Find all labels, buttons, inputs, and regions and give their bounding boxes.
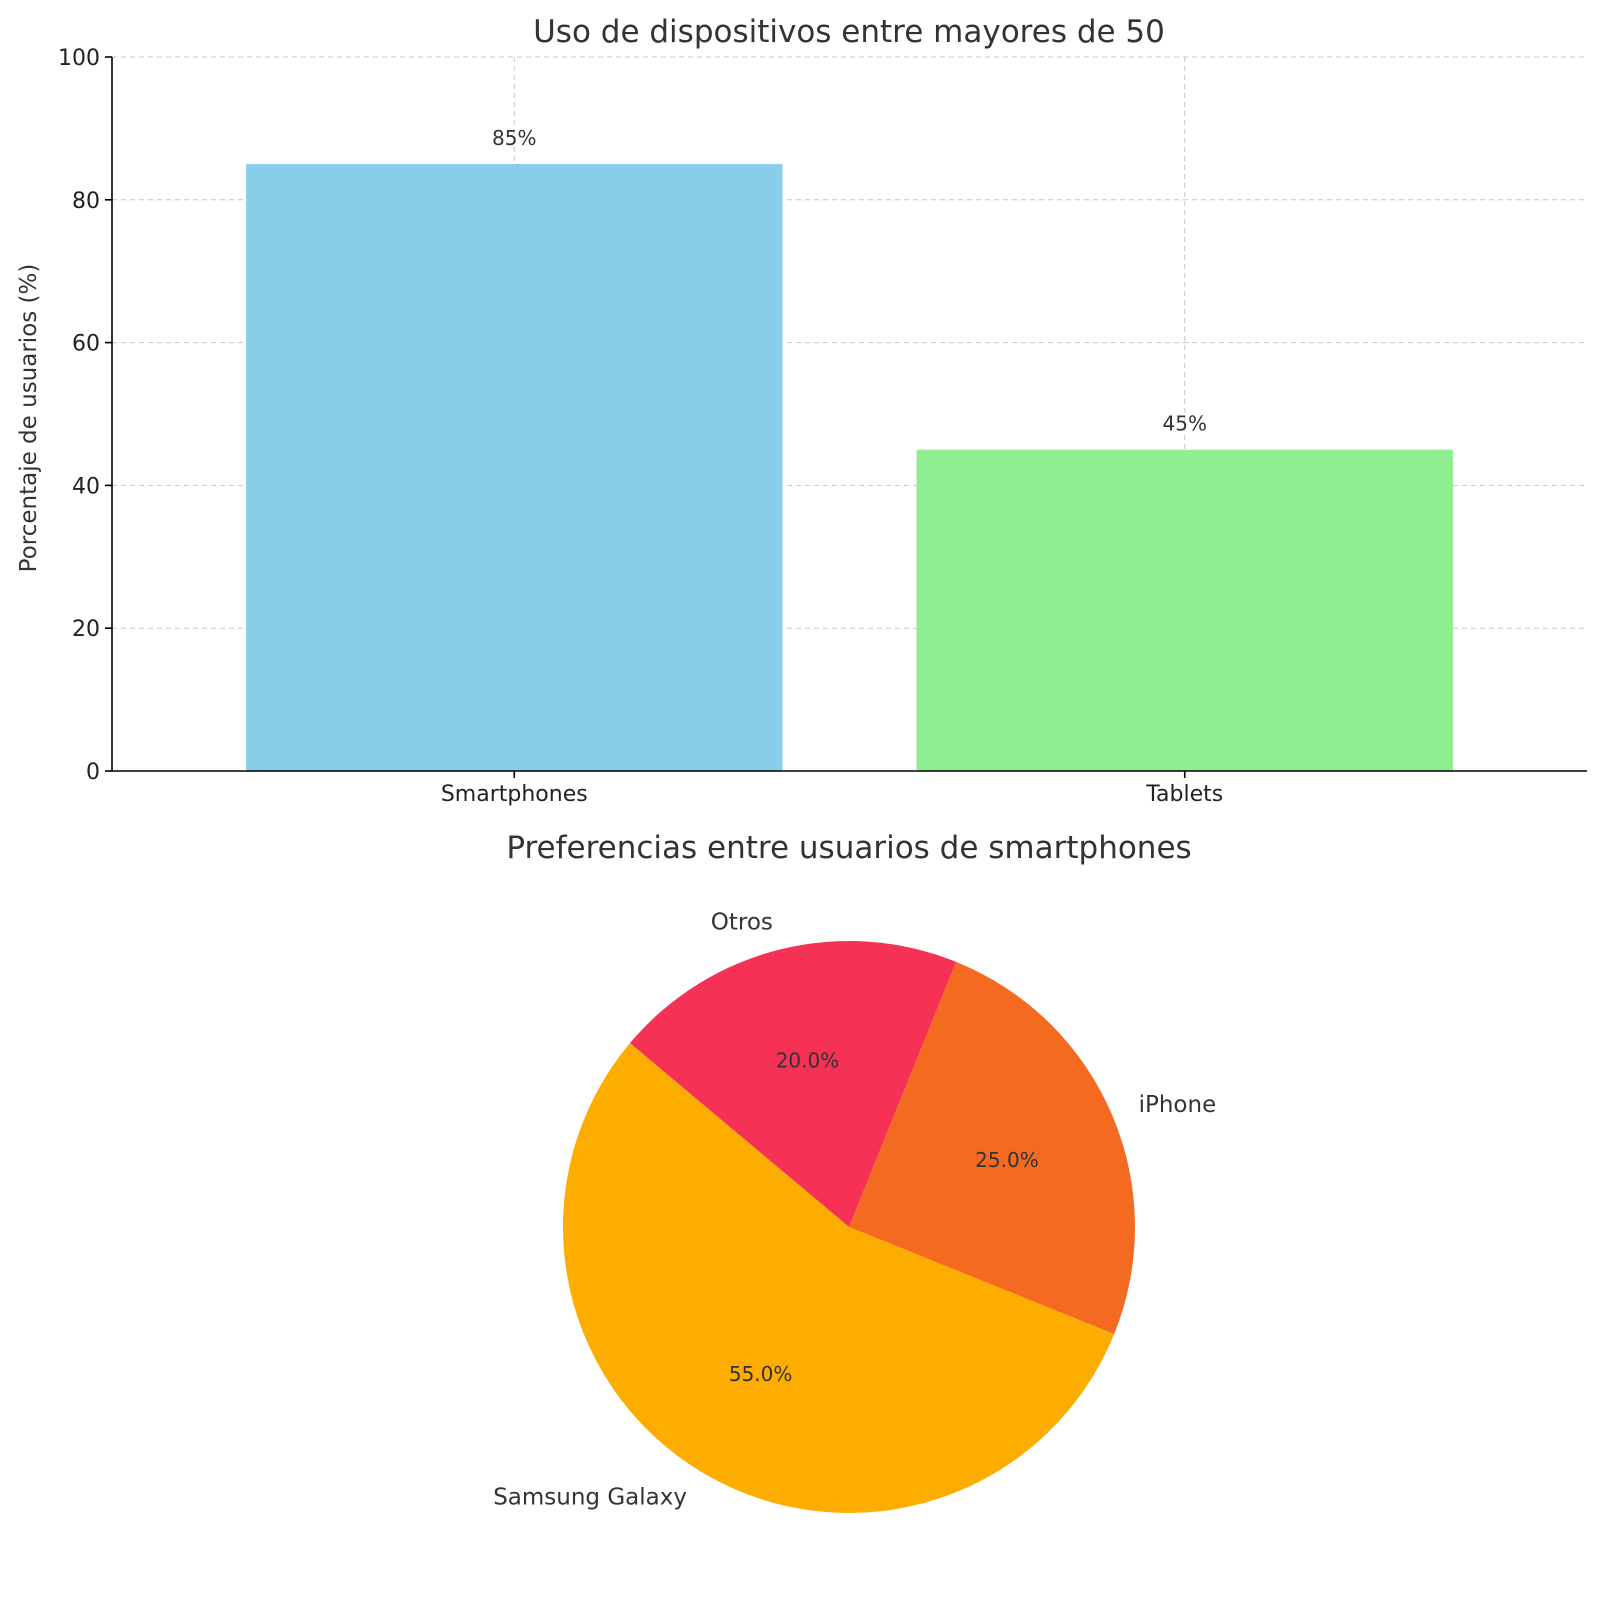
bar-series — [246, 164, 1453, 772]
y-tick-label: 20 — [72, 617, 100, 642]
bar-data-labels: 85% 45% — [492, 126, 1207, 436]
y-axis-label: Porcentaje de usuarios (%) — [16, 264, 42, 573]
bar-chart: Uso de dispositivos entre mayores de 50 … — [16, 14, 1587, 807]
pie-labels: iPhone Otros Samsung Galaxy — [493, 910, 1216, 1511]
y-tick-label: 60 — [72, 332, 100, 357]
x-tick-label: Smartphones — [441, 782, 588, 807]
pie-slices — [563, 940, 1135, 1513]
bar-chart-title: Uso de dispositivos entre mayores de 50 — [533, 14, 1165, 50]
bar-tablets — [916, 449, 1453, 771]
pie-slice-iphone — [849, 961, 1135, 1335]
y-tick-label: 80 — [72, 189, 100, 214]
bar-data-label: 85% — [492, 126, 536, 150]
x-axis-ticks: Smartphones Tablets — [441, 771, 1223, 807]
bar-smartphones — [246, 164, 783, 772]
pie-chart-title: Preferencias entre usuarios de smartphon… — [506, 830, 1191, 866]
pie-slice-samsung-galaxy — [563, 1043, 1115, 1513]
y-tick-label: 0 — [86, 760, 100, 785]
pie-percent-labels: 25.0% 20.0% 55.0% — [729, 1048, 1039, 1386]
pie-slice-label: iPhone — [1139, 1092, 1217, 1118]
pie-chart: Preferencias entre usuarios de smartphon… — [493, 830, 1216, 1513]
y-tick-label: 40 — [72, 474, 100, 499]
y-tick-label: 100 — [58, 46, 100, 71]
pie-slice-label: Otros — [711, 910, 773, 936]
bar-axes — [111, 57, 1587, 772]
pie-slice-percent: 25.0% — [975, 1148, 1039, 1172]
pie-slice-label: Samsung Galaxy — [493, 1485, 687, 1511]
pie-slice-percent: 55.0% — [729, 1362, 793, 1386]
y-axis-ticks: 0 20 40 60 80 100 — [58, 46, 112, 785]
pie-slice-otros — [629, 940, 957, 1227]
pie-slice-percent: 20.0% — [776, 1048, 840, 1072]
bar-data-label: 45% — [1163, 412, 1207, 436]
x-tick-label: Tablets — [1145, 782, 1223, 807]
